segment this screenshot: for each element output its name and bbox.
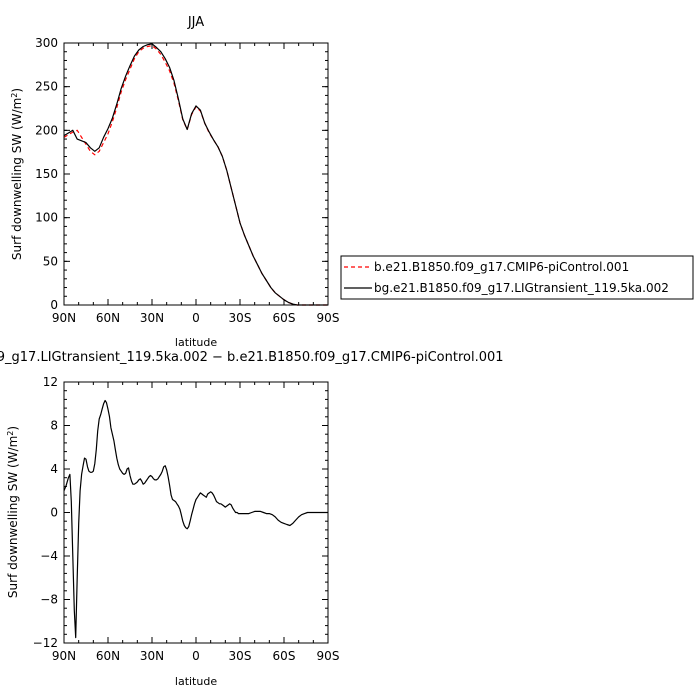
bottom-y-tick-label: 8 bbox=[50, 419, 58, 433]
top-x-tick-label: 60N bbox=[96, 311, 120, 325]
bottom-x-tick-label: 60N bbox=[96, 649, 120, 663]
bottom-x-tick-label: 0 bbox=[192, 649, 200, 663]
bottom-x-axis-label: latitude bbox=[175, 675, 217, 688]
top-y-tick-label: 200 bbox=[35, 123, 58, 137]
top-y-axis-label-close: ) bbox=[10, 88, 24, 93]
top-axis-ticks: 90N 60N 30N 0 30S 60S 90S 0 50 100 150 200 250 300 bbox=[35, 36, 339, 325]
bottom-x-tick-label: 90N bbox=[52, 649, 76, 663]
bottom-y-tick-label: 4 bbox=[50, 462, 58, 476]
bottom-y-axis-label-close: ) bbox=[6, 426, 20, 431]
top-series-line-0 bbox=[63, 44, 328, 306]
legend: b.e21.B1850.f09_g17.CMIP6-piControl.001 … bbox=[340, 255, 694, 300]
bottom-series-line-0 bbox=[63, 399, 328, 639]
bottom-plot-area bbox=[63, 399, 328, 639]
top-x-tick-label: 0 bbox=[192, 311, 200, 325]
top-panel: JJA 90N 60N 30N 0 30S 60S 90S 0 50 100 150 200 250 30… bbox=[10, 15, 340, 349]
top-y-axis-label-main: Surf downwelling SW (W/m bbox=[10, 98, 24, 260]
bottom-x-tick-label: 30S bbox=[229, 649, 252, 663]
top-x-tick-label: 60S bbox=[273, 311, 296, 325]
bottom-plot-frame bbox=[63, 381, 329, 644]
bottom-y-tick-label: −4 bbox=[40, 549, 58, 563]
bottom-axis-ticks: 90N 60N 30N 0 30S 60S 90S −12 −8 −4 0 4 8 12 bbox=[33, 375, 340, 663]
top-y-tick-label: 100 bbox=[35, 211, 58, 225]
bottom-x-tick-label: 30N bbox=[140, 649, 164, 663]
bottom-y-axis-label: Surf downwelling SW (W/m2) bbox=[6, 426, 21, 598]
bottom-y-tick-label: 12 bbox=[43, 375, 58, 389]
bottom-y-tick-label: −12 bbox=[33, 636, 58, 650]
top-y-tick-label: 250 bbox=[35, 80, 58, 94]
top-y-tick-label: 300 bbox=[35, 36, 58, 50]
top-y-axis-label: Surf downwelling SW (W/m2) bbox=[10, 88, 25, 260]
bottom-panel: bg.e21.B1850.f09_g17.LIGtransient_119.5k… bbox=[0, 350, 504, 688]
bottom-y-tick-label: −8 bbox=[40, 593, 58, 607]
top-y-tick-label: 0 bbox=[50, 298, 58, 312]
bottom-y-tick-label: 0 bbox=[50, 506, 58, 520]
bottom-y-axis-label-main: Surf downwelling SW (W/m bbox=[6, 436, 20, 598]
top-x-tick-label: 90N bbox=[52, 311, 76, 325]
bottom-x-tick-label: 90S bbox=[317, 649, 340, 663]
top-x-axis-label: latitude bbox=[175, 336, 217, 349]
top-plot-frame bbox=[63, 42, 329, 306]
top-x-tick-label: 30N bbox=[140, 311, 164, 325]
legend-label-control: b.e21.B1850.f09_g17.CMIP6-piControl.001 bbox=[374, 260, 629, 274]
bottom-chart-title: bg.e21.B1850.f09_g17.LIGtransient_119.5k… bbox=[0, 350, 504, 365]
top-x-tick-label: 30S bbox=[229, 311, 252, 325]
top-x-tick-label: 90S bbox=[317, 311, 340, 325]
top-y-tick-label: 50 bbox=[43, 254, 58, 268]
top-chart-title: JJA bbox=[187, 15, 204, 30]
top-y-tick-label: 150 bbox=[35, 167, 58, 181]
legend-box bbox=[340, 255, 694, 300]
top-plot-area bbox=[63, 43, 328, 306]
top-series-line-1 bbox=[63, 43, 328, 306]
bottom-x-tick-label: 60S bbox=[273, 649, 296, 663]
top-y-axis-label-sup: 2 bbox=[10, 93, 19, 98]
legend-label-lig: bg.e21.B1850.f09_g17.LIGtransient_119.5k… bbox=[374, 281, 669, 295]
bottom-y-axis-label-sup: 2 bbox=[6, 431, 15, 436]
